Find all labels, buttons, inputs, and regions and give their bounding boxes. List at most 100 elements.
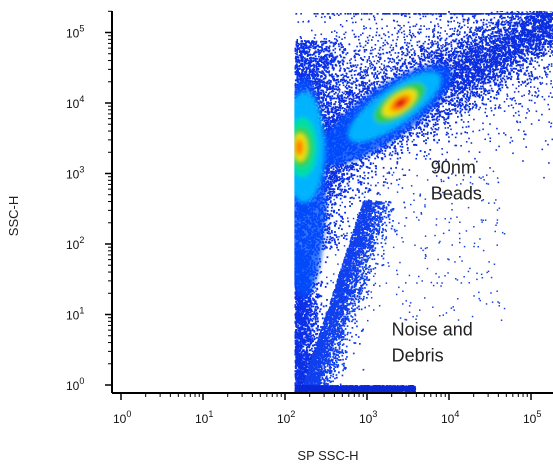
event-dot (451, 173, 453, 175)
event-dot (543, 67, 546, 69)
event-dot (495, 149, 498, 151)
event-dot (459, 221, 461, 223)
event-dot (396, 269, 398, 272)
event-dot (434, 128, 437, 130)
event-dot (346, 232, 348, 234)
event-dot (509, 25, 512, 27)
event-dot (330, 280, 332, 282)
event-dot (453, 20, 455, 22)
event-dot (410, 49, 412, 51)
event-dot (353, 33, 355, 36)
event-dot (498, 145, 500, 148)
event-dot (450, 112, 453, 115)
event-dot (507, 105, 510, 107)
event-dot (433, 29, 436, 32)
event-dot (497, 107, 500, 109)
event-dot (461, 260, 463, 262)
event-dot (342, 84, 345, 87)
event-dot (522, 48, 525, 51)
event-dot (432, 306, 434, 308)
event-dot (467, 17, 470, 19)
event-dot (505, 38, 507, 41)
event-dot (360, 34, 362, 36)
event-dot (324, 119, 326, 122)
event-dot (507, 77, 509, 80)
event-dot (503, 13, 505, 15)
event-dot (341, 91, 344, 94)
event-dot (379, 46, 382, 49)
event-dot (440, 285, 442, 287)
event-dot (485, 89, 487, 91)
event-dot (346, 80, 349, 83)
event-dot (521, 105, 523, 108)
event-dot (446, 42, 448, 44)
event-dot (470, 69, 472, 71)
event-dot (509, 44, 512, 47)
event-dot (548, 21, 550, 23)
event-dot (466, 41, 468, 44)
event-dot (451, 109, 453, 111)
event-dot (479, 13, 481, 15)
event-dot (396, 179, 398, 181)
event-dot (423, 25, 425, 27)
event-dot (498, 302, 501, 304)
event-dot (447, 43, 449, 46)
event-dot (471, 90, 473, 93)
event-dot (442, 105, 444, 108)
event-dot (343, 174, 345, 176)
event-dot (393, 60, 396, 63)
event-dot (542, 52, 545, 54)
event-dot (353, 54, 356, 57)
event-dot (519, 66, 522, 68)
event-dot (443, 110, 445, 112)
event-dot (526, 57, 528, 59)
event-dot (485, 182, 488, 185)
event-dot (473, 226, 475, 228)
event-dot (404, 225, 406, 227)
event-dot (424, 235, 427, 237)
event-dot (550, 12, 552, 15)
event-dot (372, 15, 375, 17)
event-dot (366, 13, 369, 15)
event-dot (530, 12, 533, 15)
event-dot (396, 273, 399, 276)
event-dot (342, 178, 345, 181)
event-dot (491, 46, 494, 48)
event-dot (525, 70, 528, 72)
event-dot (346, 166, 349, 169)
event-dot (423, 135, 425, 137)
event-dot (332, 281, 334, 284)
event-dot (345, 110, 348, 113)
event-dot (377, 86, 380, 89)
event-dot (445, 312, 448, 314)
event-dot (492, 170, 495, 173)
event-dot (508, 17, 511, 19)
event-dot (437, 25, 440, 28)
event-dot (383, 64, 385, 67)
event-dot (322, 40, 325, 43)
event-dot (364, 234, 366, 236)
event-dot (448, 140, 450, 143)
event-dot (496, 244, 498, 246)
event-dot (547, 143, 549, 146)
event-dot (403, 30, 405, 33)
event-dot (391, 150, 394, 153)
event-dot (550, 122, 553, 125)
event-dot (520, 18, 523, 21)
event-dot (386, 65, 388, 68)
event-dot (496, 59, 499, 62)
event-dot (478, 176, 481, 179)
event-dot (532, 11, 535, 14)
event-dot (533, 86, 536, 88)
event-dot (397, 31, 400, 33)
event-dot (424, 40, 426, 43)
event-dot (432, 125, 435, 128)
event-dot (384, 39, 387, 42)
event-dot (389, 158, 392, 160)
event-dot (477, 78, 480, 80)
event-dot (423, 50, 426, 53)
event-dot (389, 46, 392, 49)
event-dot (488, 47, 491, 50)
event-dot (450, 45, 453, 48)
event-dot (402, 290, 404, 292)
